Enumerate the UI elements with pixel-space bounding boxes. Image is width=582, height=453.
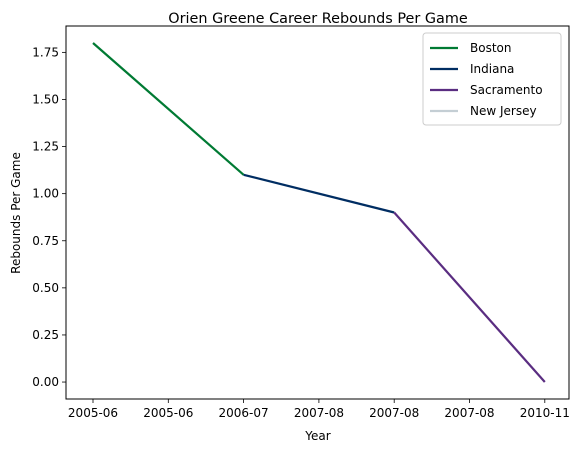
chart-legend: Boston Indiana Sacramento New Jersey <box>422 32 562 126</box>
y-tick-label: 0.50 <box>32 281 59 295</box>
y-tick-label: 1.00 <box>32 187 59 201</box>
x-axis: 2005-06 2005-06 2006-07 2007-08 2007-08 2007-… <box>68 399 570 420</box>
y-tick-label: 0.25 <box>32 328 59 342</box>
chart-title: Orien Greene Career Rebounds Per Game <box>168 11 468 27</box>
y-axis-label: Rebounds Per Game <box>9 152 23 274</box>
series-line-sacramento <box>393 211 546 383</box>
x-tick-label: 2007-08 <box>294 406 344 420</box>
x-tick-label: 2010-11 <box>520 406 570 420</box>
x-tick-label: 2007-08 <box>444 406 494 420</box>
plot-area-frame <box>65 25 570 400</box>
x-tick-label: 2005-06 <box>68 406 118 420</box>
x-axis-label: Year <box>304 429 330 443</box>
y-tick-label: 1.25 <box>32 140 59 154</box>
legend-label: Sacramento <box>470 83 543 97</box>
chart-marks <box>92 42 546 383</box>
x-tick-label: 2006-07 <box>219 406 269 420</box>
legend-label: New Jersey <box>470 104 537 118</box>
legend-label: Boston <box>470 41 511 55</box>
legend-frame <box>422 32 562 126</box>
legend-label: Indiana <box>470 62 514 76</box>
series-line-indiana <box>243 173 395 214</box>
x-tick-label: 2005-06 <box>143 406 193 420</box>
y-tick-label: 1.75 <box>32 45 59 59</box>
x-tick-label: 2007-08 <box>369 406 419 420</box>
series-line-boston <box>92 42 245 176</box>
y-tick-label: 0.00 <box>32 375 59 389</box>
y-tick-label: 1.50 <box>32 92 59 106</box>
y-axis: 0.00 0.25 0.50 0.75 1.00 1.25 1.50 1.75 <box>32 45 66 389</box>
y-tick-label: 0.75 <box>32 234 59 248</box>
